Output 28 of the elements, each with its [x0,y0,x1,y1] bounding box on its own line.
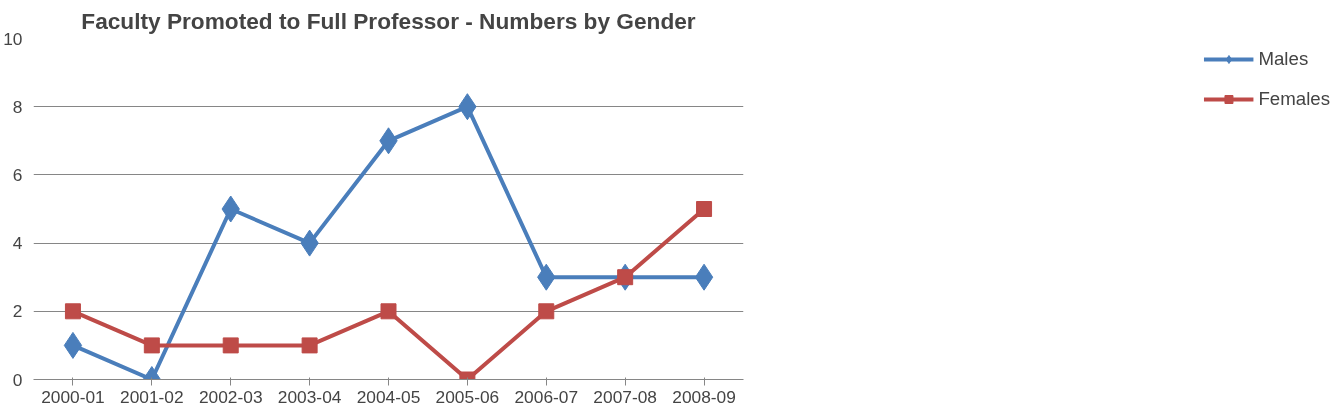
x-tick-label: 2007-08 [593,386,657,407]
y-tick-label: 10 [3,28,23,49]
point [617,269,634,286]
point [63,331,83,359]
y-tick-label: 0 [12,369,23,390]
point [143,337,160,354]
x-tick-label: 2004-05 [356,386,421,407]
point [222,337,239,354]
legend-label: Males [1258,48,1309,70]
y-tick-label: 8 [12,96,23,117]
y-tick-label: 4 [12,233,23,254]
legend-label: Females [1258,88,1330,110]
x-tick-label: 2003-04 [277,386,342,407]
x-tick-label: 2008-09 [672,386,736,407]
x-tick-label: 2006-07 [514,386,579,407]
chart-title: Faculty Promoted to Full Professor - Numbers by Gender [81,7,696,34]
point [538,303,555,320]
x-tick-label: 2002-03 [198,386,263,407]
point [694,263,714,291]
point [64,303,81,320]
point [696,201,713,217]
y-tick-label: 2 [12,301,23,322]
x-tick-label: 2001-02 [120,386,184,407]
point [301,337,318,354]
x-tick-label: 2000-01 [41,386,105,407]
y-tick-label: 6 [12,164,23,185]
x-tick-label: 2005-06 [435,386,500,407]
point [380,303,397,320]
